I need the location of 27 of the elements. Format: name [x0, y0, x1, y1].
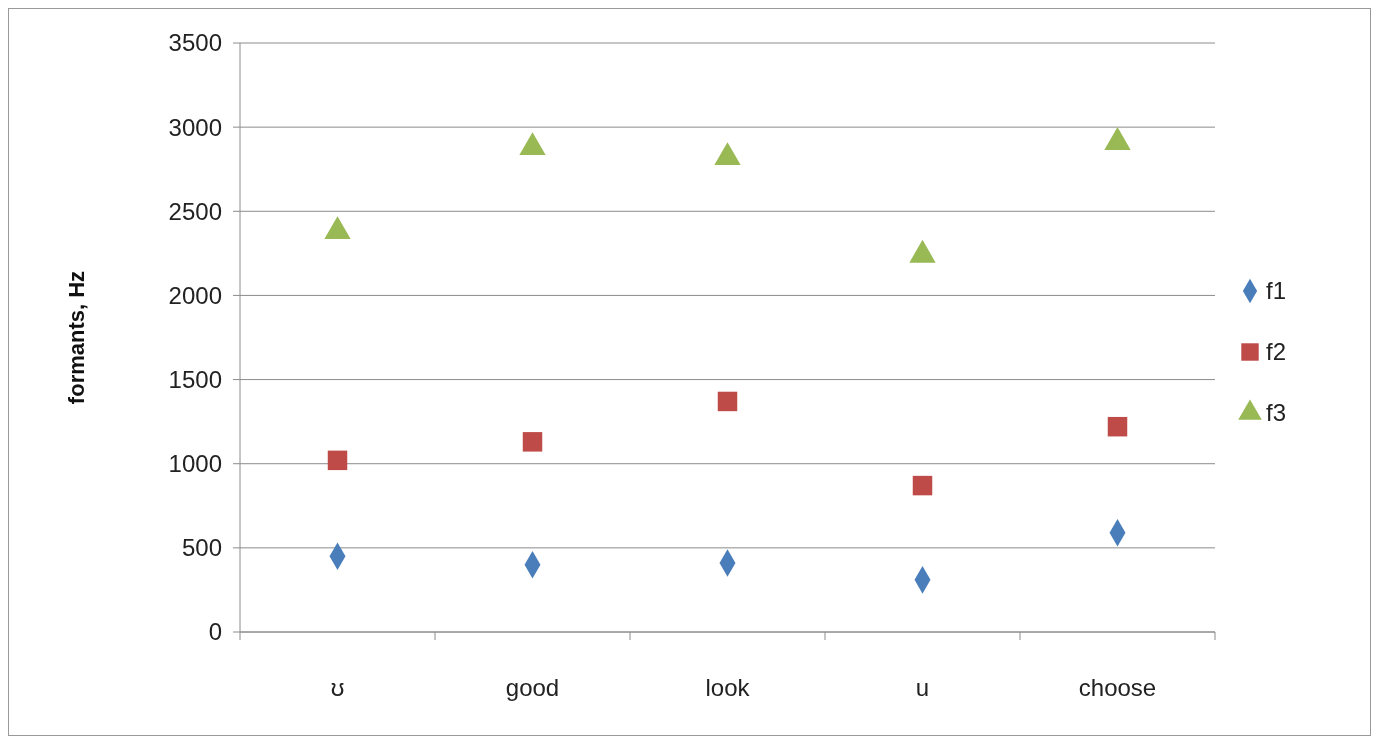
point: [1107, 416, 1128, 437]
point: [519, 132, 546, 155]
legend-label: f1: [1266, 277, 1287, 305]
y-axis-title: formants, Hz: [64, 270, 89, 405]
y-tick-label: 1000: [168, 450, 222, 478]
legend-label: f2: [1266, 338, 1287, 366]
point: [909, 239, 936, 263]
x-tick-label: u: [915, 674, 930, 701]
y-tick-label: 2000: [168, 281, 222, 309]
point: [717, 391, 738, 412]
x-tick-label: good: [505, 674, 560, 701]
y-tick-label: 3000: [168, 113, 222, 141]
point: [714, 142, 741, 166]
x-tick-label: ʊ: [330, 674, 345, 701]
y-tick-label: 3500: [168, 29, 222, 57]
point: [327, 450, 348, 471]
x-tick-label: look: [705, 674, 751, 701]
y-tick-label: 0: [208, 618, 222, 646]
x-tick-label: choose: [1078, 674, 1157, 701]
legend-label: f3: [1266, 399, 1287, 427]
point: [1104, 127, 1131, 150]
point: [324, 216, 351, 240]
y-tick-label: 1500: [168, 365, 222, 393]
point: [522, 432, 543, 452]
point: [912, 475, 933, 496]
y-tick-label: 2500: [168, 197, 222, 225]
y-tick-label: 500: [181, 534, 222, 562]
